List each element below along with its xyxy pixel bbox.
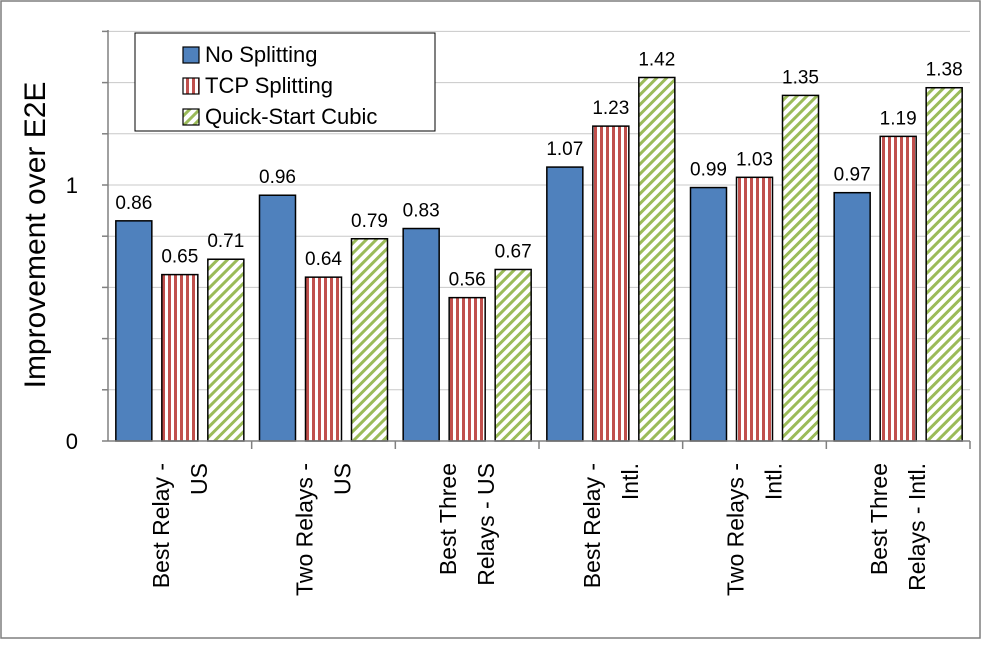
bar-no-splitting xyxy=(546,166,584,442)
x-category-label: Intl. xyxy=(761,463,787,500)
labels: 0 1 0.86 0.65 0.71 Best Relay - US 0.96 0.64 0.79… xyxy=(66,49,963,595)
x-category-label: Best Three xyxy=(866,463,892,575)
data-label: 1.42 xyxy=(638,49,675,70)
bar-tcp-splitting xyxy=(304,276,343,442)
bar-no-splitting xyxy=(402,227,440,442)
bar-quick-start-cubic xyxy=(638,76,676,442)
y-tick-label: 1 xyxy=(66,173,78,198)
axes xyxy=(102,30,971,449)
bar-no-splitting xyxy=(689,186,728,442)
data-label: 0.97 xyxy=(834,165,871,186)
bar-quick-start-cubic xyxy=(781,94,820,442)
bar-no-splitting xyxy=(258,194,297,442)
data-label: 1.23 xyxy=(592,98,629,119)
bar-no-splitting xyxy=(833,191,871,442)
x-category-label: Best Relay - xyxy=(579,463,605,588)
bar-tcp-splitting xyxy=(161,273,199,442)
data-label: 0.67 xyxy=(495,241,532,262)
bar-quick-start-cubic xyxy=(350,238,389,442)
data-label: 0.65 xyxy=(161,247,198,268)
legend-swatch xyxy=(182,46,200,64)
y-tick-label: 0 xyxy=(66,429,78,454)
x-category-label: Relays - Intl. xyxy=(904,463,930,591)
x-category-label: US xyxy=(330,463,356,495)
legend-swatch xyxy=(182,77,200,95)
bar-quick-start-cubic xyxy=(494,268,532,442)
data-label: 0.56 xyxy=(449,270,486,291)
legend: No Splitting TCP Splitting Quick-Start Cub… xyxy=(134,32,436,132)
legend-label: TCP Splitting xyxy=(205,73,333,98)
bar-quick-start-cubic xyxy=(207,258,245,442)
data-label: 1.38 xyxy=(926,60,963,81)
data-label: 0.86 xyxy=(115,193,152,214)
bar-quick-start-cubic xyxy=(925,86,963,442)
bar-no-splitting xyxy=(115,220,153,442)
x-category-label: Intl. xyxy=(617,463,643,500)
data-label: 0.99 xyxy=(690,160,727,181)
bar-tcp-splitting xyxy=(592,125,630,442)
x-category-label: US xyxy=(186,463,212,495)
data-label: 0.96 xyxy=(259,167,296,188)
data-label: 1.07 xyxy=(546,139,583,160)
bar-tcp-splitting xyxy=(879,135,917,442)
bar-tcp-splitting xyxy=(735,176,774,442)
legend-label: No Splitting xyxy=(205,42,318,67)
data-label: 0.83 xyxy=(403,201,440,222)
data-label: 1.03 xyxy=(736,149,773,170)
x-category-label: Relays - US xyxy=(473,463,499,586)
data-label: 0.71 xyxy=(207,231,244,252)
data-label: 0.79 xyxy=(351,211,388,232)
data-label: 1.19 xyxy=(880,108,917,129)
legend-swatch xyxy=(182,108,200,126)
x-category-label: Two Relays - xyxy=(723,463,749,596)
x-category-label: Best Three xyxy=(435,463,461,575)
legend-label: Quick-Start Cubic xyxy=(205,104,377,129)
data-label: 1.35 xyxy=(782,67,819,88)
data-label: 0.64 xyxy=(305,249,342,270)
y-axis-title: Improvement over E2E xyxy=(19,82,52,389)
gridlines xyxy=(108,30,970,391)
x-category-label: Best Relay - xyxy=(148,463,174,588)
bar-tcp-splitting xyxy=(448,296,486,442)
x-category-label: Two Relays - xyxy=(292,463,318,596)
bars xyxy=(115,76,963,442)
